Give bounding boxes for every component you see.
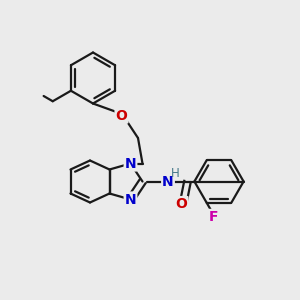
Text: H: H	[171, 167, 180, 180]
Text: N: N	[125, 157, 136, 170]
Text: F: F	[209, 210, 218, 224]
Text: N: N	[162, 175, 174, 188]
Text: O: O	[116, 109, 128, 122]
Text: N: N	[125, 193, 136, 206]
Text: O: O	[176, 197, 188, 211]
